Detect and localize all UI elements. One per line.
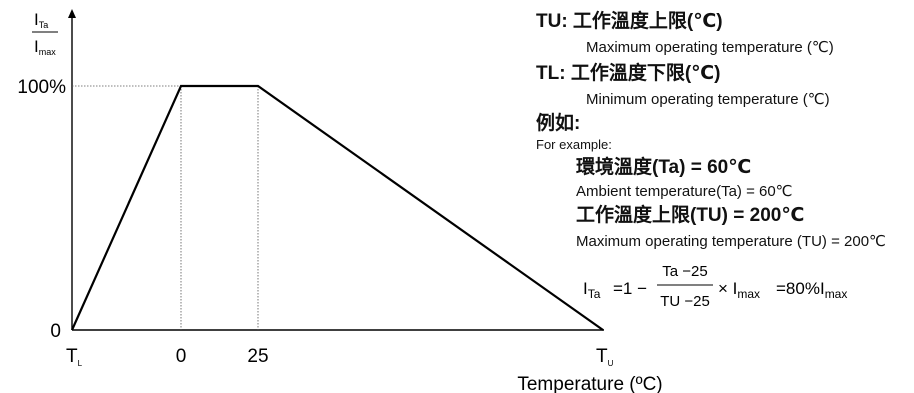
y-label-denominator: Imax bbox=[34, 37, 56, 57]
y-axis-arrow bbox=[68, 9, 76, 18]
x-tick-tl-sub: L bbox=[78, 359, 83, 368]
formula-times-sub: max bbox=[737, 287, 760, 301]
y-tick-100-percent: 100% bbox=[17, 77, 66, 98]
formula-result-sub: max bbox=[825, 287, 848, 301]
y-tick-0: 0 bbox=[50, 321, 61, 342]
x-tick-0: 0 bbox=[176, 346, 187, 367]
x-tick-25: 25 bbox=[247, 346, 268, 367]
formula-numerator: Ta −25 bbox=[662, 263, 707, 280]
max-temp-en: Maximum operating temperature (TU) = 200… bbox=[576, 233, 886, 250]
formula-lhs-sub: Ta bbox=[588, 287, 601, 301]
formula-times-imax: × Imax bbox=[718, 279, 760, 301]
tu-definition-cn: TU: 工作溫度上限(℃) bbox=[536, 11, 723, 32]
example-heading-en: For example: bbox=[536, 137, 612, 152]
derating-curve bbox=[70, 84, 604, 331]
x-tick-tu: TU bbox=[596, 346, 614, 368]
derating-formula: ITa =1 − Ta −25 TU −25 × Imax =80%Imax bbox=[583, 263, 847, 310]
max-temp-cn: 工作溫度上限(TU) = 200℃ bbox=[576, 205, 805, 226]
example-heading-cn: 例如: bbox=[536, 113, 581, 134]
y-label-numerator: ITa bbox=[34, 10, 48, 30]
formula-result: =80%Imax bbox=[776, 279, 847, 301]
ambient-temp-cn: 環境溫度(Ta) = 60℃ bbox=[576, 157, 752, 178]
y-label-numerator-sub: Ta bbox=[39, 20, 49, 30]
x-tick-tu-sub: U bbox=[608, 359, 614, 368]
y-label-denominator-sub: max bbox=[39, 47, 57, 57]
tu-definition-en: Maximum operating temperature (℃) bbox=[586, 39, 834, 56]
x-tick-tl: TL bbox=[66, 346, 83, 368]
tl-definition-en: Minimum operating temperature (℃) bbox=[586, 91, 830, 108]
formula-eq-one-minus: =1 − bbox=[613, 279, 647, 298]
x-axis-label: Temperature (ºC) bbox=[517, 374, 662, 393]
ambient-temp-en: Ambient temperature(Ta) = 60℃ bbox=[576, 183, 793, 200]
formula-denominator: TU −25 bbox=[660, 293, 710, 310]
tl-definition-cn: TL: 工作溫度下限(℃) bbox=[536, 63, 721, 84]
formula-lhs: ITa bbox=[583, 279, 601, 301]
